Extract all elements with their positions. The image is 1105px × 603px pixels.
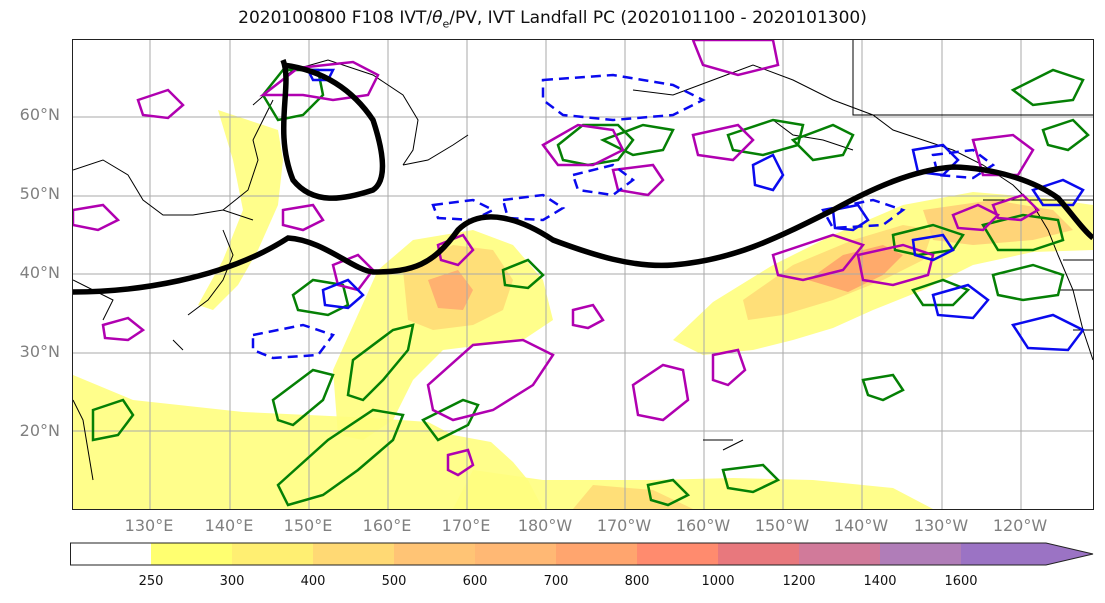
lon-label-120w: 120°W bbox=[992, 516, 1048, 535]
colorbar-segment-3 bbox=[313, 543, 394, 565]
colorbar-segment-11 bbox=[961, 543, 1046, 565]
coastlines bbox=[73, 40, 1093, 481]
lon-label-150e: 150°E bbox=[283, 516, 333, 535]
colorbar-segment-1 bbox=[151, 543, 232, 565]
lon-label-130e: 130°E bbox=[124, 516, 174, 535]
colorbar-segment-0 bbox=[70, 543, 151, 565]
jet-contour bbox=[73, 58, 1093, 295]
lat-label-50n: 50°N bbox=[19, 184, 60, 203]
colorbar bbox=[70, 542, 1094, 566]
lon-label-160w: 160°W bbox=[675, 516, 731, 535]
colorbar-label-1600: 1600 bbox=[944, 574, 978, 589]
lon-label-130w: 130°W bbox=[913, 516, 969, 535]
colorbar-label-400: 400 bbox=[300, 574, 326, 589]
colorbar-extend-arrow bbox=[1046, 543, 1093, 565]
colorbar-segment-2 bbox=[232, 543, 313, 565]
lat-label-20n: 20°N bbox=[19, 421, 60, 440]
map-panel bbox=[72, 39, 1094, 510]
colorbar-segment-7 bbox=[637, 543, 718, 565]
title-prefix: 2020100800 F108 IVT/ bbox=[238, 8, 433, 28]
lat-label-60n: 60°N bbox=[19, 105, 60, 124]
lat-label-30n: 30°N bbox=[19, 342, 60, 361]
gridlines bbox=[73, 40, 1093, 509]
colorbar-label-250: 250 bbox=[138, 574, 164, 589]
colorbar-label-600: 600 bbox=[462, 574, 488, 589]
colorbar-segment-10 bbox=[880, 543, 961, 565]
title-suffix: /PV, IVT Landfall PC (2020101100 - 20201… bbox=[449, 8, 867, 28]
colorbar-segment-6 bbox=[556, 543, 637, 565]
colorbar-segment-9 bbox=[799, 543, 880, 565]
lon-label-180w: 180°W bbox=[517, 516, 573, 535]
lon-label-160e: 160°E bbox=[362, 516, 412, 535]
lon-label-150w: 150°W bbox=[754, 516, 810, 535]
map-canvas bbox=[73, 40, 1093, 509]
colorbar-outline bbox=[70, 542, 1094, 566]
colorbar-segment-8 bbox=[718, 543, 799, 565]
theta-pv-contours bbox=[91, 68, 1090, 507]
lat-label-40n: 40°N bbox=[19, 263, 60, 282]
colorbar-label-1400: 1400 bbox=[863, 574, 897, 589]
title-theta-subscript: e bbox=[442, 17, 450, 31]
colorbar-segment-5 bbox=[475, 543, 556, 565]
title-theta: θ bbox=[432, 8, 443, 28]
lon-label-170w: 170°W bbox=[596, 516, 652, 535]
colorbar-label-800: 800 bbox=[624, 574, 650, 589]
lon-label-140w: 140°W bbox=[833, 516, 889, 535]
chart-title: 2020100800 F108 IVT/θe/PV, IVT Landfall … bbox=[0, 8, 1105, 30]
colorbar-label-700: 700 bbox=[543, 574, 569, 589]
lon-label-140e: 140°E bbox=[204, 516, 254, 535]
pc-negative-contours bbox=[305, 68, 1085, 352]
colorbar-label-1000: 1000 bbox=[701, 574, 735, 589]
colorbar-segments bbox=[70, 543, 1093, 565]
colorbar-label-500: 500 bbox=[381, 574, 407, 589]
pc-positive-contours bbox=[73, 40, 1041, 477]
colorbar-segment-4 bbox=[394, 543, 475, 565]
colorbar-label-300: 300 bbox=[219, 574, 245, 589]
lon-label-170e: 170°E bbox=[441, 516, 491, 535]
colorbar-label-1200: 1200 bbox=[782, 574, 816, 589]
